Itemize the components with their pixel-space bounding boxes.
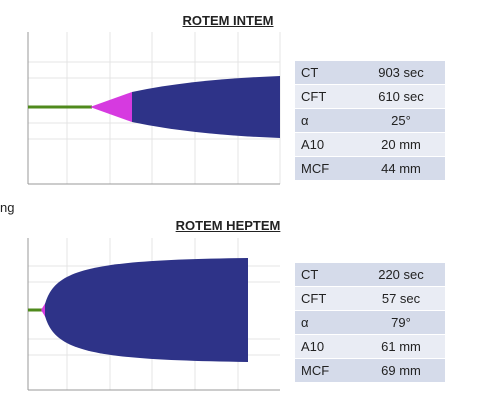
parameter-value: 20 mm [357, 132, 445, 157]
table-row: A10 20 mm [295, 132, 445, 157]
parameter-value: 79° [357, 310, 445, 335]
parameter-table: CT 220 sec CFT 57 sec α 79° A10 61 mm MCF 69 mm [295, 263, 445, 383]
table-row: CFT 610 sec [295, 84, 445, 109]
parameter-value: 61 mm [357, 334, 445, 359]
table-row: α 25° [295, 108, 445, 133]
parameter-name: α [295, 108, 357, 133]
parameter-name: CFT [295, 84, 357, 109]
table-row: MCF 44 mm [295, 156, 445, 181]
parameter-value: 57 sec [357, 286, 445, 311]
table-row: CFT 57 sec [295, 286, 445, 311]
parameter-value: 220 sec [357, 263, 445, 287]
table-row: CT 220 sec [295, 263, 445, 287]
trace-chart [27, 238, 280, 391]
trace-chart [27, 32, 281, 185]
parameter-name: MCF [295, 358, 357, 383]
parameter-value: 610 sec [357, 84, 445, 109]
parameter-name: α [295, 310, 357, 335]
parameter-value: 44 mm [357, 156, 445, 181]
parameter-name: CT [295, 263, 357, 287]
table-row: α 79° [295, 310, 445, 335]
stray-text: ng [0, 200, 15, 215]
parameter-table: CT 903 sec CFT 610 sec α 25° A10 20 mm MCF 44 mm [295, 61, 445, 181]
panel-title: ROTEM INTEM [182, 13, 274, 28]
parameter-name: A10 [295, 132, 357, 157]
parameter-name: CT [295, 61, 357, 85]
parameter-name: MCF [295, 156, 357, 181]
parameter-name: A10 [295, 334, 357, 359]
parameter-value: 69 mm [357, 358, 445, 383]
parameter-name: CFT [295, 286, 357, 311]
panel-title: ROTEM HEPTEM [175, 218, 281, 233]
parameter-value: 903 sec [357, 61, 445, 85]
table-row: MCF 69 mm [295, 358, 445, 383]
table-row: A10 61 mm [295, 334, 445, 359]
parameter-value: 25° [357, 108, 445, 133]
table-row: CT 903 sec [295, 61, 445, 85]
